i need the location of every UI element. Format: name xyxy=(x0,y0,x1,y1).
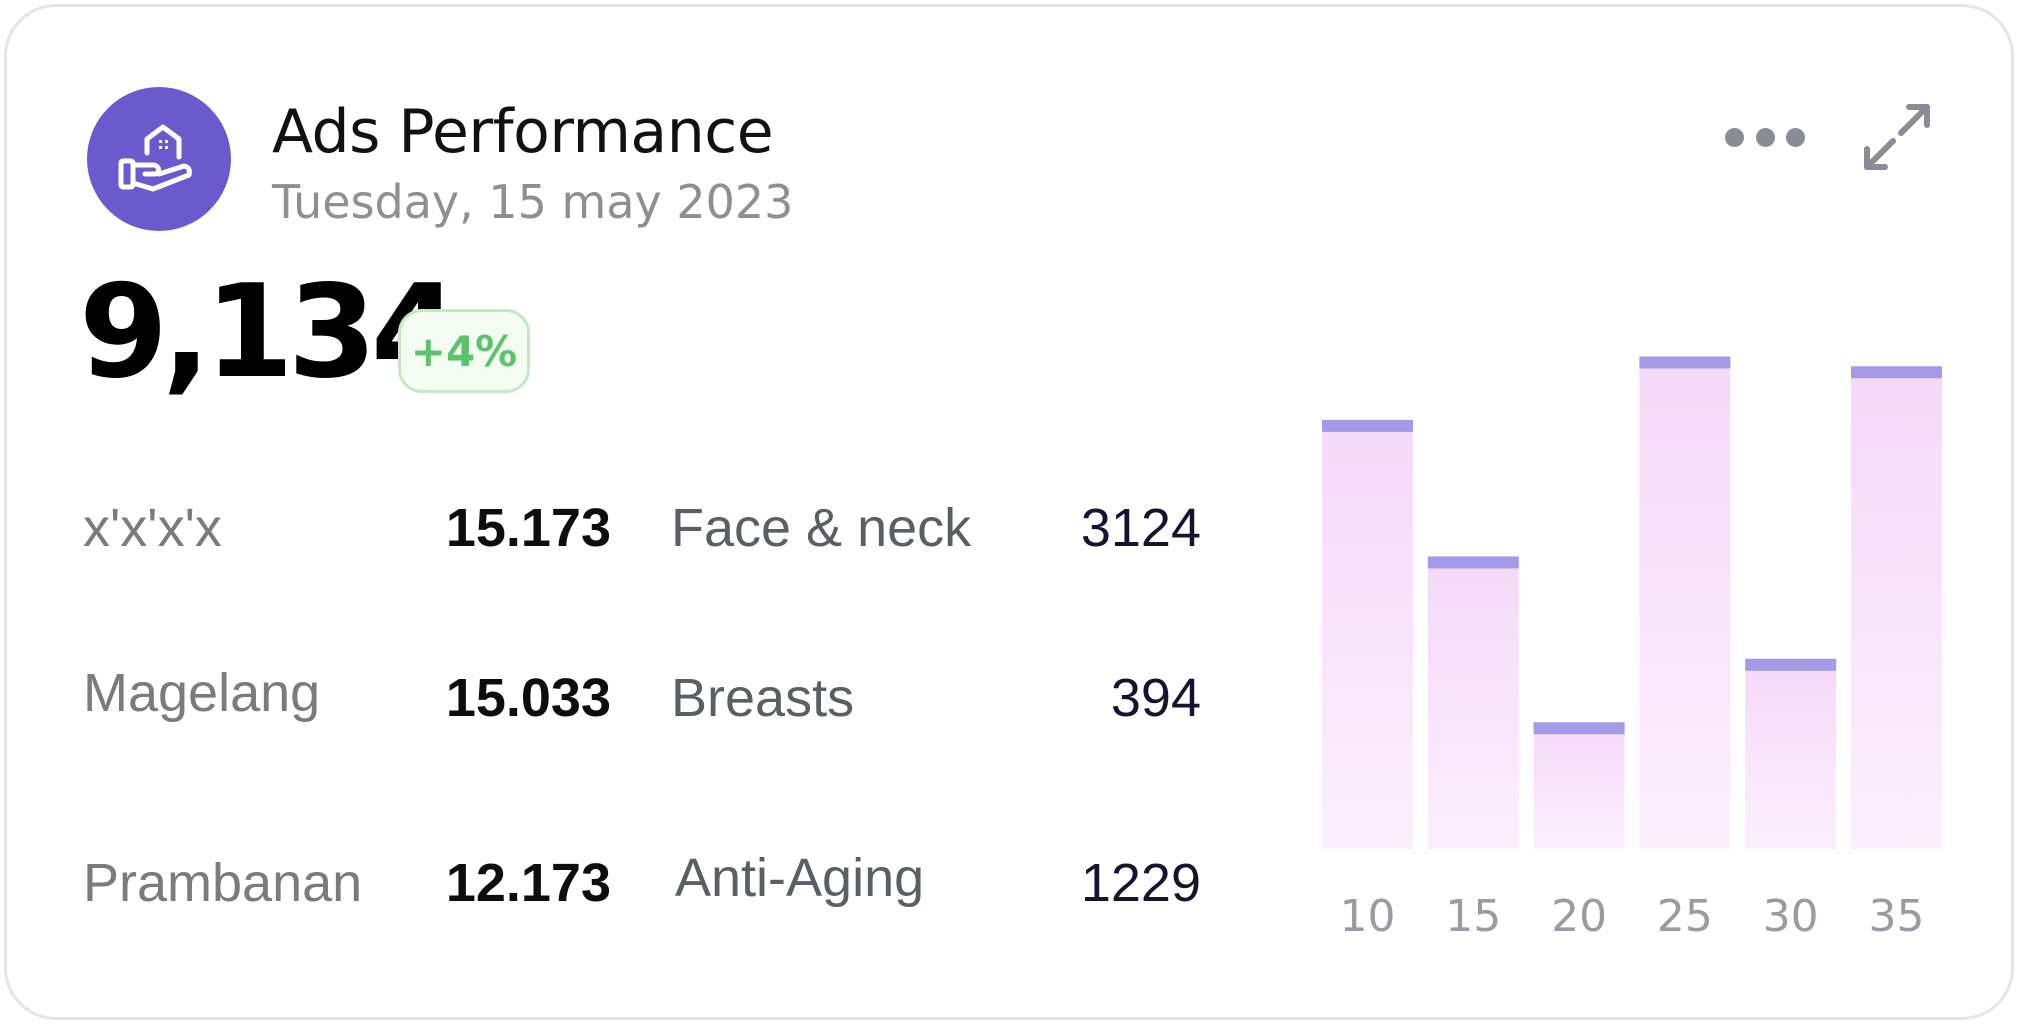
chart-bar xyxy=(1745,658,1837,849)
x-tick-label: 20 xyxy=(1551,891,1607,942)
chart-bar xyxy=(1427,556,1519,849)
x-tick-label: 10 xyxy=(1340,891,1396,942)
location-value: 12.173 xyxy=(445,853,611,913)
ads-logo xyxy=(87,87,231,231)
chart-bar xyxy=(1322,419,1413,849)
expand-button[interactable] xyxy=(1857,95,1937,175)
house-in-hand-icon xyxy=(118,124,192,192)
more-dots-icon xyxy=(1786,127,1805,147)
more-dots-icon xyxy=(1725,127,1744,147)
location-label: Magelang xyxy=(83,663,321,723)
category-value: 1229 xyxy=(1080,853,1201,913)
chart-bar-cap xyxy=(1533,722,1625,735)
category-value: 3124 xyxy=(1080,498,1201,558)
category-label: Breasts xyxy=(671,668,855,728)
change-badge: +4% xyxy=(398,309,530,393)
bar-chart: 10 15 20 25 30 35 xyxy=(1322,356,1942,942)
x-tick-label: 30 xyxy=(1763,891,1819,942)
location-value: 15.033 xyxy=(445,668,611,728)
location-value: 15.173 xyxy=(445,498,611,558)
category-label: Face & neck xyxy=(671,498,972,558)
chart-bar-cap xyxy=(1427,556,1519,569)
x-tick-label: 35 xyxy=(1869,891,1925,942)
more-dots-icon xyxy=(1755,127,1775,147)
chart-bar-cap xyxy=(1639,356,1731,369)
expand-arrows-icon xyxy=(1864,104,1930,170)
ads-performance-card: Ads Performance Tuesday, 15 may 2023 9,1… xyxy=(4,4,2014,1020)
chart-bar xyxy=(1533,722,1625,849)
location-label: Prambanan xyxy=(83,853,363,913)
location-label: x'x'x'x xyxy=(83,498,222,558)
chart-bar-cap xyxy=(1851,366,1942,379)
card-date: Tuesday, 15 may 2023 xyxy=(272,175,794,229)
card-title: Ads Performance xyxy=(272,97,774,167)
chart-bar-cap xyxy=(1322,419,1413,432)
chart-bar xyxy=(1851,366,1942,849)
category-label: Anti-Aging xyxy=(675,848,925,908)
total-value: 9,134 xyxy=(79,258,460,407)
more-options-button[interactable] xyxy=(1725,117,1805,157)
chart-bar xyxy=(1639,356,1731,849)
x-tick-label: 25 xyxy=(1657,891,1713,942)
category-value: 394 xyxy=(1110,668,1201,728)
x-tick-label: 15 xyxy=(1445,891,1501,942)
chart-bar-cap xyxy=(1745,658,1837,671)
